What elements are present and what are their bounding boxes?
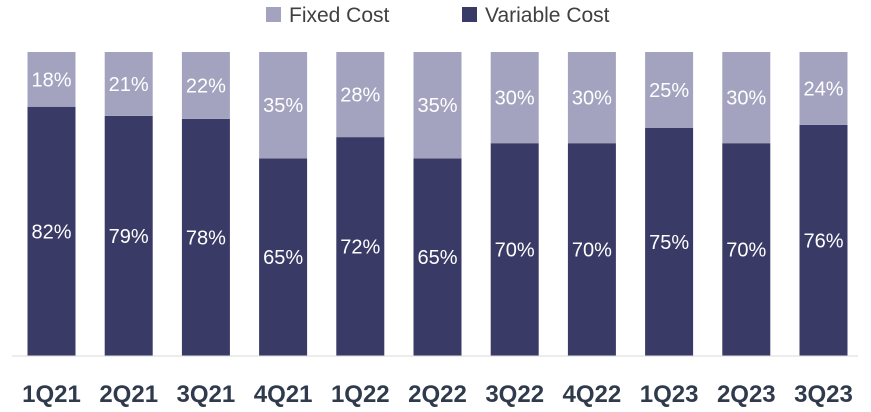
data-label-variable-cost-4q22: 70%: [572, 240, 612, 262]
bar-variable-cost-4q22: [567, 143, 616, 356]
legend-swatch-variable-cost: [462, 7, 477, 22]
bar-fixed-cost-2q21: [104, 52, 153, 116]
data-label-fixed-cost-4q21: 35%: [263, 95, 303, 117]
bar-fixed-cost-2q22: [413, 52, 462, 159]
data-label-fixed-cost-2q21: 21%: [109, 74, 149, 96]
bar-variable-cost-1q21: [27, 106, 76, 356]
data-label-variable-cost-2q22: 65%: [417, 247, 457, 269]
bar-fixed-cost-1q21: [27, 52, 76, 107]
data-label-fixed-cost-1q21: 18%: [31, 69, 71, 91]
legend: Fixed Cost Variable Cost: [266, 4, 610, 27]
bar-fixed-cost-4q22: [567, 52, 616, 144]
data-label-variable-cost-1q22: 72%: [340, 237, 380, 259]
bar-variable-cost-3q22: [490, 143, 539, 356]
legend-swatch-fixed-cost: [266, 7, 281, 22]
x-tick-label-2q21: 2Q21: [99, 381, 158, 408]
data-label-fixed-cost-4q22: 30%: [572, 88, 612, 110]
bar-variable-cost-2q22: [413, 158, 462, 356]
data-label-variable-cost-4q21: 65%: [263, 247, 303, 269]
bar-variable-cost-2q21: [104, 115, 153, 356]
bar-fixed-cost-2q23: [722, 52, 771, 144]
data-label-fixed-cost-2q23: 30%: [726, 88, 766, 110]
bar-variable-cost-1q22: [336, 137, 385, 356]
data-label-variable-cost-3q22: 70%: [495, 240, 535, 262]
bar-fixed-cost-1q23: [645, 52, 694, 128]
x-tick-label-3q21: 3Q21: [177, 381, 236, 408]
legend-label-variable-cost: Variable Cost: [485, 4, 610, 27]
data-label-fixed-cost-2q22: 35%: [417, 95, 457, 117]
x-tick-label-3q22: 3Q22: [485, 381, 544, 408]
data-label-fixed-cost-3q23: 24%: [803, 78, 843, 100]
x-tick-label-2q23: 2Q23: [717, 381, 776, 408]
bar-fixed-cost-4q21: [259, 52, 308, 159]
x-tick-label-1q22: 1Q22: [331, 381, 390, 408]
legend-item-fixed-cost: Fixed Cost: [266, 4, 390, 27]
data-label-variable-cost-1q21: 82%: [31, 221, 71, 243]
data-label-fixed-cost-3q21: 22%: [186, 75, 226, 97]
bars-group: 82% 18% 79% 21% 78% 22% 65% 35% 72% 28% 65% 35% 70% 3…: [27, 52, 848, 357]
bar-fixed-cost-1q22: [336, 52, 385, 138]
bar-variable-cost-2q23: [722, 143, 771, 356]
data-label-fixed-cost-1q23: 25%: [649, 80, 689, 102]
x-axis-tick-labels: 1Q21 2Q21 3Q21 4Q21 1Q22 2Q22 3Q22 4Q22 1Q23 2Q23…: [22, 381, 853, 408]
bar-fixed-cost-3q21: [181, 52, 230, 119]
legend-item-variable-cost: Variable Cost: [462, 4, 610, 27]
bar-fixed-cost-3q23: [799, 52, 848, 125]
x-tick-label-4q21: 4Q21: [254, 381, 313, 408]
data-label-variable-cost-3q21: 78%: [186, 227, 226, 249]
data-label-fixed-cost-3q22: 30%: [495, 88, 535, 110]
x-tick-label-3q23: 3Q23: [794, 381, 853, 408]
legend-label-fixed-cost: Fixed Cost: [289, 4, 390, 27]
data-label-variable-cost-1q23: 75%: [649, 232, 689, 254]
x-tick-label-1q21: 1Q21: [22, 381, 81, 408]
x-tick-label-2q22: 2Q22: [408, 381, 467, 408]
bar-fixed-cost-3q22: [490, 52, 539, 144]
data-label-variable-cost-2q23: 70%: [726, 240, 766, 262]
x-tick-label-4q22: 4Q22: [563, 381, 622, 408]
bar-variable-cost-4q21: [259, 158, 308, 356]
data-label-fixed-cost-1q22: 28%: [340, 85, 380, 107]
x-tick-label-1q23: 1Q23: [640, 381, 699, 408]
data-label-variable-cost-3q23: 76%: [803, 230, 843, 252]
bar-variable-cost-3q23: [799, 124, 848, 357]
bar-variable-cost-1q23: [645, 128, 694, 356]
bar-variable-cost-3q21: [181, 118, 230, 356]
data-label-variable-cost-2q21: 79%: [109, 226, 149, 248]
